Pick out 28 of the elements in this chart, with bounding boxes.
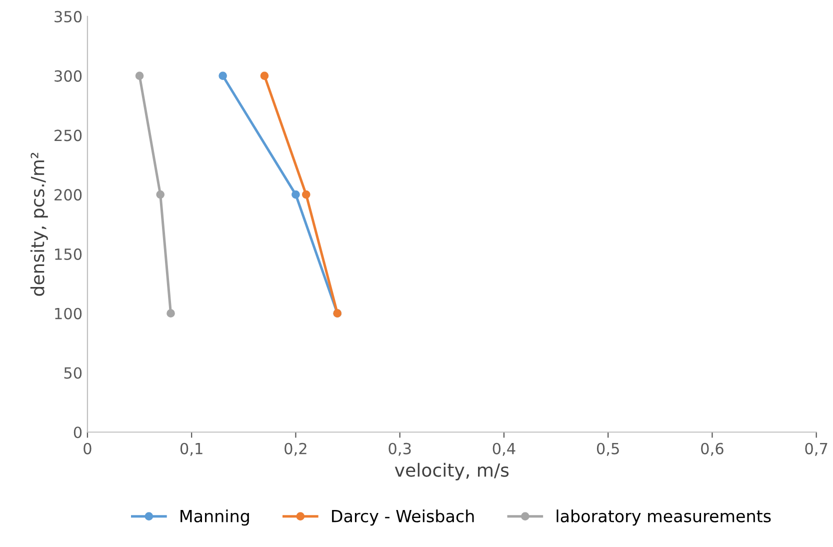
point <box>292 190 300 199</box>
legend-label: laboratory measurements <box>556 509 771 526</box>
x-tick-label: 0,7 <box>805 442 828 456</box>
point <box>156 190 165 199</box>
point <box>302 190 310 199</box>
y-tick-label: 100 <box>55 308 82 320</box>
y-tick-label: 150 <box>55 248 82 260</box>
x-tick-label: 0,5 <box>596 442 619 456</box>
x-tick-label: 0,2 <box>284 442 306 456</box>
y-axis-title: density, pcs./m² <box>30 152 48 296</box>
x-tick-label: 0,1 <box>180 442 202 456</box>
y-tick-label: 50 <box>64 367 82 379</box>
x-tick-label: 0 <box>84 442 92 454</box>
y-tick-label: 200 <box>54 189 82 201</box>
x-axis-title: velocity, m/s <box>394 462 509 480</box>
point <box>218 72 227 80</box>
x-tick-label: 0,6 <box>701 442 724 456</box>
point <box>260 72 269 80</box>
y-tick-label: 350 <box>54 10 82 22</box>
point <box>166 309 175 318</box>
x-tick-label: 0,4 <box>492 442 516 456</box>
y-tick-label: 0 <box>74 426 82 438</box>
y-tick-label: 300 <box>54 70 82 82</box>
legend-label: Manning <box>180 509 249 526</box>
legend-label: Darcy - Weisbach <box>332 509 474 526</box>
x-tick-label: 0,3 <box>388 442 411 456</box>
y-tick-label: 250 <box>54 130 82 142</box>
point <box>135 72 144 80</box>
